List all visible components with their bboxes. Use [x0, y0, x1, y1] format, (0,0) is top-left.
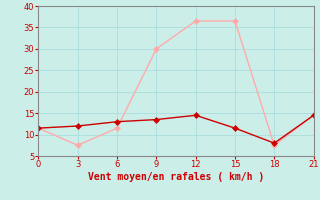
X-axis label: Vent moyen/en rafales ( km/h ): Vent moyen/en rafales ( km/h )	[88, 172, 264, 182]
